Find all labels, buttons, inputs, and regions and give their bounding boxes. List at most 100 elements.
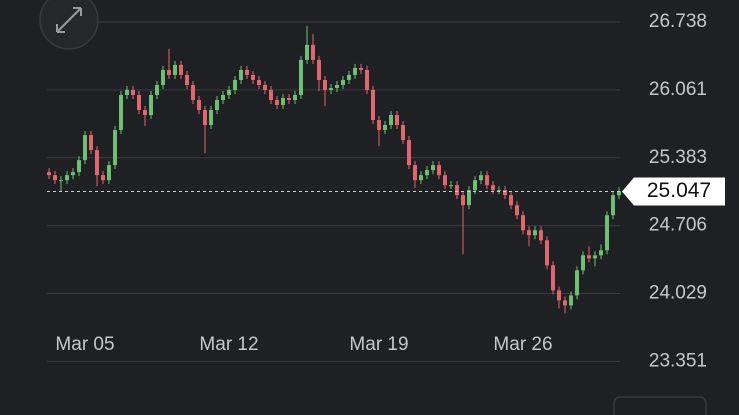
candle-body bbox=[509, 195, 513, 206]
candle-body bbox=[539, 230, 543, 241]
candle-body bbox=[419, 175, 423, 181]
candle-body bbox=[275, 99, 279, 106]
candle-body bbox=[311, 44, 315, 60]
y-tick-label: 24.706 bbox=[649, 215, 707, 236]
candle-body bbox=[449, 185, 453, 187]
candle-body bbox=[293, 94, 297, 100]
candle-body bbox=[329, 87, 333, 90]
candle-body bbox=[125, 89, 129, 95]
candle-body bbox=[257, 79, 261, 85]
candle-body bbox=[485, 175, 489, 186]
y-tick-label: 26.061 bbox=[649, 79, 707, 100]
y-tick-label: 23.351 bbox=[649, 350, 707, 371]
candle-body bbox=[443, 175, 447, 186]
candle-body bbox=[149, 94, 153, 116]
candle-body bbox=[173, 64, 177, 75]
candle-body bbox=[137, 94, 141, 111]
candle-body bbox=[503, 190, 507, 196]
candle-body bbox=[119, 94, 123, 131]
candle-body bbox=[599, 250, 603, 256]
candle-body bbox=[587, 255, 591, 259]
candle-body bbox=[515, 205, 519, 216]
candle-body bbox=[575, 270, 579, 296]
candle-body bbox=[197, 99, 201, 111]
x-tick-label: Mar 05 bbox=[55, 334, 114, 355]
x-tick-label: Mar 12 bbox=[199, 334, 258, 355]
candle-body bbox=[215, 99, 219, 111]
candle-body bbox=[593, 255, 597, 259]
expand-button[interactable] bbox=[39, 0, 99, 50]
candle-body bbox=[359, 67, 363, 70]
candle-body bbox=[581, 255, 585, 271]
candle-body bbox=[557, 290, 561, 301]
candle-body bbox=[425, 170, 429, 176]
candle-body bbox=[209, 110, 213, 126]
last-price-label: 25.047 bbox=[647, 179, 711, 202]
candle-body bbox=[371, 89, 375, 121]
candle-body bbox=[377, 120, 381, 131]
x-tick-label: Mar 19 bbox=[349, 334, 408, 355]
candle-body bbox=[227, 89, 231, 95]
candle-body bbox=[83, 135, 87, 161]
candle-body bbox=[287, 97, 291, 100]
bottom-button[interactable] bbox=[613, 396, 707, 415]
candle-body bbox=[203, 110, 207, 126]
candle-body bbox=[143, 110, 147, 116]
candle-body bbox=[527, 230, 531, 236]
candle-body bbox=[545, 240, 549, 266]
candle-body bbox=[89, 135, 93, 151]
candle-body bbox=[251, 74, 255, 80]
candle-body bbox=[233, 79, 237, 90]
candle-body bbox=[563, 300, 567, 306]
y-tick-label: 25.383 bbox=[649, 147, 707, 168]
candle-body bbox=[551, 265, 555, 291]
candle-body bbox=[437, 165, 441, 176]
candle-body bbox=[107, 165, 111, 181]
candle-body bbox=[467, 190, 471, 206]
candle-body bbox=[389, 115, 393, 126]
candle-body bbox=[455, 185, 459, 196]
candle-body bbox=[401, 125, 405, 141]
candle-body bbox=[269, 89, 273, 100]
candle-body bbox=[47, 172, 51, 176]
candle-body bbox=[179, 64, 183, 75]
candle-body bbox=[479, 175, 483, 181]
candle-body bbox=[185, 74, 189, 85]
candle-body bbox=[521, 215, 525, 231]
x-tick-label: Mar 26 bbox=[493, 334, 552, 355]
candle-body bbox=[431, 165, 435, 171]
candle-body bbox=[383, 125, 387, 131]
candle-body bbox=[533, 230, 537, 236]
candle-body bbox=[353, 67, 357, 75]
expand-icon bbox=[56, 7, 82, 33]
candle-body bbox=[95, 150, 99, 176]
candle-body bbox=[53, 175, 57, 181]
candle-body bbox=[473, 180, 477, 191]
candle-body bbox=[413, 165, 417, 181]
expand-button-circle[interactable] bbox=[39, 0, 99, 50]
candle-body bbox=[221, 94, 225, 100]
candle-body bbox=[281, 97, 285, 106]
candle-body bbox=[317, 59, 321, 80]
candle-body bbox=[65, 175, 69, 181]
candle-body bbox=[77, 160, 81, 173]
candle-body bbox=[617, 191, 621, 196]
candle-body bbox=[407, 140, 411, 166]
candle-body bbox=[569, 295, 573, 306]
candle-body bbox=[131, 89, 135, 95]
candle-body bbox=[113, 130, 117, 166]
candle-body bbox=[191, 84, 195, 100]
last-price-tag bbox=[622, 177, 725, 206]
y-tick-label: 24.029 bbox=[649, 282, 707, 303]
candle-body bbox=[347, 74, 351, 80]
candle-body bbox=[497, 190, 501, 192]
candle-body bbox=[611, 195, 615, 216]
candle-body bbox=[335, 84, 339, 88]
candle-body bbox=[323, 79, 327, 90]
candle-body bbox=[461, 195, 465, 206]
candle-body bbox=[239, 69, 243, 80]
candle-body bbox=[365, 69, 369, 90]
